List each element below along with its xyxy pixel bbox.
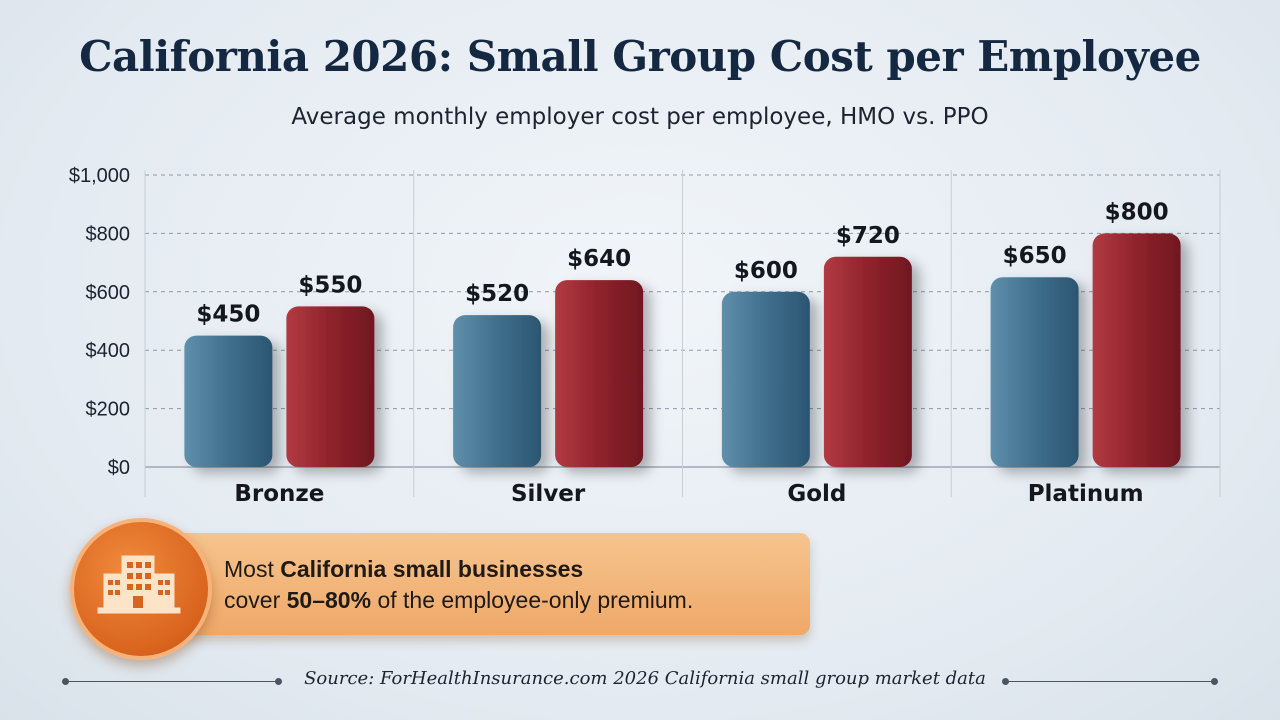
bars <box>184 233 1181 467</box>
bar <box>1092 233 1181 467</box>
y-tick-label: $800 <box>86 223 131 245</box>
callout-line-1: Most California small businesses <box>224 554 804 585</box>
data-label: $550 <box>298 272 362 298</box>
callout-line2-bold: 50–80% <box>286 587 372 613</box>
category-label: Silver <box>511 481 586 507</box>
bar <box>453 315 542 467</box>
data-label: $720 <box>836 223 900 249</box>
y-axis-ticks: $0 $200 $400 $600 $800 $1,000 <box>69 165 130 479</box>
category-label: Gold <box>787 481 846 507</box>
footer-dot-left-inner <box>275 678 282 685</box>
callout-line1-bold: California small businesses <box>280 556 584 582</box>
category-label: Bronze <box>234 481 324 507</box>
bar <box>990 277 1079 467</box>
callout-text: Most California small businesses cover 5… <box>224 554 804 616</box>
chart-title: California 2026: Small Group Cost per Em… <box>79 32 1201 81</box>
source-note: Source: ForHealthInsurance.com 2026 Cali… <box>304 668 986 689</box>
bar <box>721 291 810 467</box>
chart-subtitle: Average monthly employer cost per employ… <box>291 104 989 130</box>
y-tick-label: $400 <box>86 340 131 362</box>
bar <box>286 306 375 467</box>
y-tick-label: $200 <box>86 399 131 421</box>
data-label: $520 <box>465 281 529 307</box>
callout-box <box>150 533 810 635</box>
bar-chart: $0 $200 $400 $600 $800 $1,000 $450 $550 $520 $64… <box>69 165 1221 507</box>
data-label: $640 <box>567 246 631 272</box>
callout-icon-circle <box>70 518 212 660</box>
office-building-icon <box>97 555 181 614</box>
footer-dot-left <box>62 678 69 685</box>
bar <box>184 335 273 467</box>
data-labels: $450 $550 $520 $640 $600 $720 $650 $800 <box>196 199 1168 327</box>
callout-line2-prefix: cover <box>224 587 287 613</box>
callout-line-2: cover 50–80% of the employee-only premiu… <box>224 585 804 616</box>
x-axis-categories: Bronze Silver Gold Platinum <box>234 481 1143 507</box>
footer-dot-right-inner <box>1002 678 1009 685</box>
data-label: $450 <box>196 302 260 328</box>
data-label: $800 <box>1105 199 1169 225</box>
y-tick-label: $0 <box>108 457 130 479</box>
footer-rule-left <box>66 681 278 682</box>
y-tick-label: $1,000 <box>69 165 130 187</box>
y-tick-label: $600 <box>86 282 131 304</box>
footer-dot-right <box>1211 678 1218 685</box>
bar <box>555 280 644 467</box>
callout-line1-prefix: Most <box>224 556 281 582</box>
callout-line2-suffix: of the employee-only premium. <box>371 587 694 613</box>
bar <box>823 256 912 467</box>
data-label: $650 <box>1003 243 1067 269</box>
category-label: Platinum <box>1028 481 1144 507</box>
data-label: $600 <box>734 258 798 284</box>
footer-rule-right <box>1006 681 1214 682</box>
category-separators <box>144 170 1221 497</box>
